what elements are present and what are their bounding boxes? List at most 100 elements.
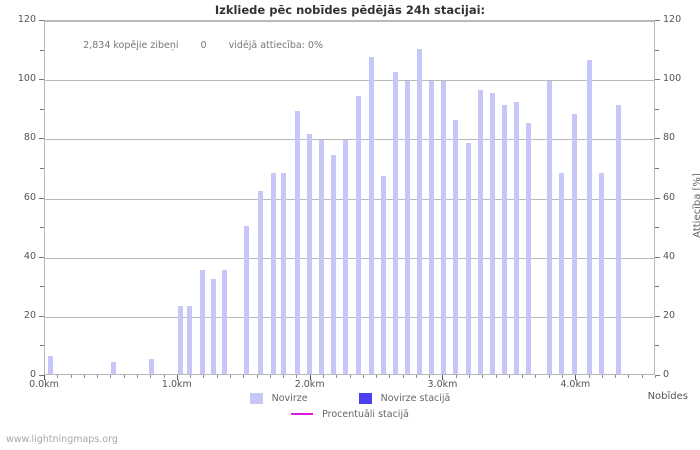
x-tick-label-1.0km: 1.0km <box>161 379 192 390</box>
bar <box>244 226 250 374</box>
x-tick-minor <box>429 375 431 378</box>
x-tick-minor <box>548 375 550 378</box>
bar <box>466 143 472 374</box>
legend-label-procentuali-stacija: Procentuāli stacijā <box>322 409 409 420</box>
x-tick-minor <box>535 375 537 378</box>
bar <box>559 172 565 374</box>
x-tick-minor <box>269 375 271 378</box>
y-tick-label-right-60: 60 <box>663 191 676 203</box>
bar <box>513 101 519 374</box>
plot-area: 2,834 kopējie zibeņi 0 vidējā attiecība: 0… <box>44 20 655 375</box>
y-tick-minor-left <box>40 345 44 347</box>
x-tick-major <box>309 375 311 380</box>
x-tick-minor <box>562 375 564 378</box>
gridline-y-80 <box>45 139 654 141</box>
x-tick-minor <box>376 375 378 378</box>
bar <box>452 119 458 374</box>
y-tick-label-left-40: 40 <box>23 250 36 262</box>
x-tick-label-2.0km: 2.0km <box>294 379 325 390</box>
gridline-y-100 <box>45 80 654 82</box>
bar <box>294 110 300 374</box>
watermark: www.lightningmaps.org <box>6 434 118 445</box>
gridline-y-120 <box>45 21 654 22</box>
y-tick-minor-right <box>655 167 659 169</box>
y-tick-minor-left <box>40 167 44 169</box>
bar <box>440 81 446 374</box>
gridline-y-60 <box>45 198 654 200</box>
x-tick-minor <box>482 375 484 378</box>
bar <box>416 48 422 374</box>
bar-series-novirze <box>45 21 654 374</box>
bar <box>306 134 312 374</box>
bar <box>369 57 375 374</box>
x-tick-minor <box>588 375 590 378</box>
y-tick-label-left-60: 60 <box>23 191 36 203</box>
x-tick-minor <box>415 375 417 378</box>
x-tick-minor <box>256 375 258 378</box>
legend: Novirze Novirze stacijā Procentuāli stac… <box>0 393 700 433</box>
bar <box>281 172 287 374</box>
x-tick-minor <box>83 375 85 378</box>
x-tick-minor <box>362 375 364 378</box>
annotation-middle: 0 <box>200 40 207 51</box>
bar <box>318 140 324 374</box>
y-tick-label-left-100: 100 <box>17 73 36 85</box>
y-tick-major-left <box>39 79 44 81</box>
x-tick-minor <box>615 375 617 378</box>
x-tick-minor <box>163 375 165 378</box>
x-tick-minor <box>150 375 152 378</box>
y-tick-major-left <box>39 138 44 140</box>
annotation-ratio: vidējā attiecība: 0% <box>228 40 323 51</box>
y-tick-label-left-80: 80 <box>23 132 36 144</box>
y-tick-minor-left <box>40 286 44 288</box>
x-tick-minor <box>70 375 72 378</box>
x-tick-minor <box>522 375 524 378</box>
x-tick-minor <box>495 375 497 378</box>
legend-item-procentuali-stacija[interactable]: Procentuāli stacijā <box>291 409 409 420</box>
bar <box>270 172 276 374</box>
bar <box>148 359 154 374</box>
y-tick-major-left <box>39 315 44 317</box>
y-tick-major-right <box>655 79 660 81</box>
x-tick-minor <box>469 375 471 378</box>
bar <box>111 362 117 374</box>
y-tick-label-left-20: 20 <box>23 309 36 321</box>
bar <box>428 81 434 374</box>
x-tick-minor <box>322 375 324 378</box>
x-tick-major <box>176 375 178 380</box>
annotation-total: 2,834 kopējie zibeņi <box>83 40 179 51</box>
y-tick-minor-right <box>655 227 659 229</box>
bar <box>355 95 361 374</box>
legend-item-novirze-stacija[interactable]: Novirze stacijā <box>358 393 451 404</box>
chart-title: Izkliede pēc nobīdes pēdējās 24h stacija… <box>214 3 486 17</box>
x-tick-minor <box>296 375 298 378</box>
legend-row-2: Procentuāli stacijā <box>0 409 700 420</box>
y-tick-label-right-40: 40 <box>663 250 676 262</box>
x-tick-minor <box>641 375 643 378</box>
bar <box>525 122 531 374</box>
y-tick-label-right-100: 100 <box>663 73 682 85</box>
bar <box>572 113 578 374</box>
x-tick-minor <box>203 375 205 378</box>
legend-swatch-novirze <box>249 393 263 404</box>
bar <box>616 104 622 374</box>
bar <box>586 60 592 374</box>
bar <box>330 155 336 374</box>
x-tick-minor <box>243 375 245 378</box>
y-tick-minor-right <box>655 108 659 110</box>
y-tick-label-left-120: 120 <box>17 14 36 25</box>
legend-label-novirze-stacija: Novirze stacijā <box>380 393 451 404</box>
bar <box>211 279 217 374</box>
y-tick-minor-right <box>655 345 659 347</box>
y-tick-label-right-80: 80 <box>663 132 676 144</box>
x-tick-minor <box>123 375 125 378</box>
bar <box>393 72 398 374</box>
x-tick-major <box>44 375 45 380</box>
x-tick-minor <box>136 375 138 378</box>
legend-item-novirze[interactable]: Novirze <box>249 393 308 404</box>
y-tick-label-left-0: 0 <box>29 369 36 380</box>
x-tick-minor <box>508 375 510 378</box>
legend-line-procentuali-stacija <box>291 412 314 415</box>
plot-annotation: 2,834 kopējie zibeņi 0 vidējā attiecība: 0… <box>59 29 323 62</box>
